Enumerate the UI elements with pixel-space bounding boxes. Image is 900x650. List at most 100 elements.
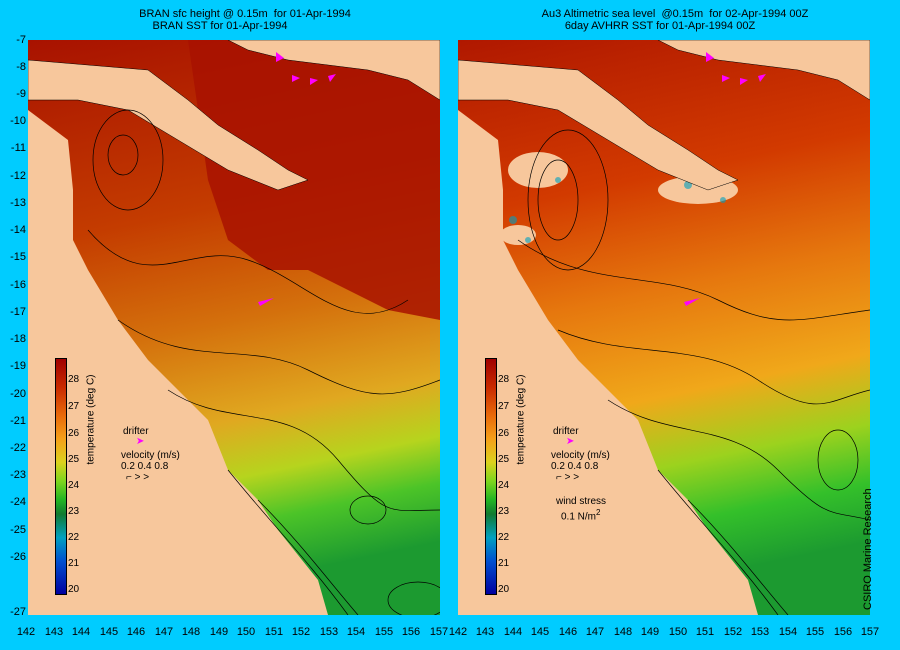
x-tick: 152 bbox=[723, 626, 743, 638]
x-tick: 155 bbox=[374, 626, 394, 638]
wind-stress-value-text: 0.1 N/m bbox=[561, 511, 597, 523]
velocity-scale: 0.2 0.4 0.8 bbox=[551, 461, 599, 472]
x-tick: 146 bbox=[558, 626, 578, 638]
x-tick: 149 bbox=[640, 626, 660, 638]
right-title-line1: Au3 Altimetric sea level @0.15m for 02-A… bbox=[541, 8, 809, 20]
velocity-arrows-icon: ⌐ > > bbox=[556, 472, 580, 483]
y-tick: -14 bbox=[10, 224, 26, 236]
x-tick: 153 bbox=[750, 626, 770, 638]
colorbar-tick: 23 bbox=[498, 506, 510, 517]
x-tick: 150 bbox=[236, 626, 256, 638]
y-tick: -25 bbox=[10, 524, 26, 536]
new-guinea-south-coast bbox=[458, 59, 739, 191]
height-contours bbox=[87, 109, 440, 615]
velocity-arrows-icon: ⌐ > > bbox=[126, 472, 150, 483]
x-tick: 156 bbox=[833, 626, 853, 638]
colorbar bbox=[485, 358, 497, 595]
y-tick: -21 bbox=[10, 415, 26, 427]
x-tick: 143 bbox=[475, 626, 495, 638]
x-tick: 148 bbox=[613, 626, 633, 638]
y-tick: -15 bbox=[10, 251, 26, 263]
x-tick: 153 bbox=[319, 626, 339, 638]
y-tick: -17 bbox=[10, 306, 26, 318]
x-tick: 151 bbox=[695, 626, 715, 638]
y-tick: -22 bbox=[10, 442, 26, 454]
colorbar-label: temperature (deg C) bbox=[515, 374, 527, 465]
drifter-icon: ➤ bbox=[566, 436, 575, 447]
colorbar-tick: 24 bbox=[68, 480, 80, 491]
wind-stress-exponent: 2 bbox=[596, 508, 601, 517]
colorbar-tick: 27 bbox=[68, 401, 80, 412]
png-coast bbox=[657, 40, 870, 101]
drifter-arrows bbox=[258, 52, 336, 306]
y-tick: -8 bbox=[16, 61, 26, 73]
x-tick: 147 bbox=[154, 626, 174, 638]
drifter-icon: ➤ bbox=[136, 436, 145, 447]
left-title-line1: BRAN sfc height @ 0.15m for 01-Apr-1994 bbox=[139, 8, 351, 20]
y-tick: -10 bbox=[10, 115, 26, 127]
colorbar-tick: 21 bbox=[68, 558, 80, 569]
y-tick: -16 bbox=[10, 279, 26, 291]
warm-pool bbox=[188, 40, 440, 320]
right-title-line2: 6day AVHRR SST for 01-Apr-1994 00Z bbox=[564, 20, 756, 32]
x-tick: 145 bbox=[99, 626, 119, 638]
x-tick: 151 bbox=[264, 626, 284, 638]
y-tick: -19 bbox=[10, 360, 26, 372]
colorbar-tick: 28 bbox=[498, 374, 510, 385]
colorbar-tick: 20 bbox=[498, 584, 510, 595]
right-sst-map bbox=[458, 40, 870, 615]
y-tick: -23 bbox=[10, 469, 26, 481]
altimetric-contours bbox=[517, 129, 870, 615]
colorbar-tick: 26 bbox=[498, 428, 510, 439]
y-tick: -7 bbox=[16, 34, 26, 46]
y-tick: -12 bbox=[10, 170, 26, 182]
x-tick: 149 bbox=[209, 626, 229, 638]
x-tick: 146 bbox=[126, 626, 146, 638]
drifter-label: drifter bbox=[123, 426, 149, 437]
x-tick: 154 bbox=[778, 626, 798, 638]
x-tick: 154 bbox=[346, 626, 366, 638]
wind-stress-value: 0.1 N/m2 bbox=[561, 508, 600, 522]
right-legend: 28 27 26 25 24 23 22 21 20 temperature (… bbox=[458, 40, 870, 615]
colorbar-tick: 28 bbox=[68, 374, 80, 385]
left-title-line2: BRAN SST for 01-Apr-1994 bbox=[152, 20, 288, 32]
left-legend: 28 27 26 25 24 23 22 21 20 temperature (… bbox=[28, 40, 440, 615]
credit: CSIRO Marine Research bbox=[862, 488, 874, 610]
velocity-label: velocity (m/s) bbox=[121, 450, 180, 461]
colorbar-tick: 20 bbox=[68, 584, 80, 595]
colorbar-tick: 27 bbox=[498, 401, 510, 412]
x-tick: 142 bbox=[16, 626, 36, 638]
colorbar-tick: 23 bbox=[68, 506, 80, 517]
left-sst-map bbox=[28, 40, 440, 615]
x-tick: 148 bbox=[181, 626, 201, 638]
x-tick: 152 bbox=[291, 626, 311, 638]
velocity-label: velocity (m/s) bbox=[551, 450, 610, 461]
y-tick: -11 bbox=[10, 142, 26, 154]
colorbar-tick: 26 bbox=[68, 428, 80, 439]
y-tick: -20 bbox=[10, 388, 26, 400]
x-tick: 157 bbox=[860, 626, 880, 638]
x-tick: 142 bbox=[448, 626, 468, 638]
x-tick: 144 bbox=[503, 626, 523, 638]
x-tick: 145 bbox=[530, 626, 550, 638]
png-coast bbox=[227, 40, 440, 101]
colorbar bbox=[55, 358, 67, 595]
velocity-scale: 0.2 0.4 0.8 bbox=[121, 461, 169, 472]
x-tick: 147 bbox=[585, 626, 605, 638]
x-tick: 150 bbox=[668, 626, 688, 638]
y-tick: -24 bbox=[10, 496, 26, 508]
x-tick: 144 bbox=[71, 626, 91, 638]
drifter-arrows bbox=[684, 52, 766, 306]
colorbar-label: temperature (deg C) bbox=[85, 374, 97, 465]
y-tick: -18 bbox=[10, 333, 26, 345]
x-tick: 143 bbox=[44, 626, 64, 638]
y-tick: -27 bbox=[10, 606, 26, 618]
colorbar-tick: 21 bbox=[498, 558, 510, 569]
ocean-sst bbox=[458, 40, 870, 615]
x-tick: 156 bbox=[401, 626, 421, 638]
colorbar-tick: 24 bbox=[498, 480, 510, 491]
colorbar-tick: 25 bbox=[498, 454, 510, 465]
x-tick: 157 bbox=[429, 626, 449, 638]
x-tick: 155 bbox=[805, 626, 825, 638]
colorbar-tick: 22 bbox=[498, 532, 510, 543]
